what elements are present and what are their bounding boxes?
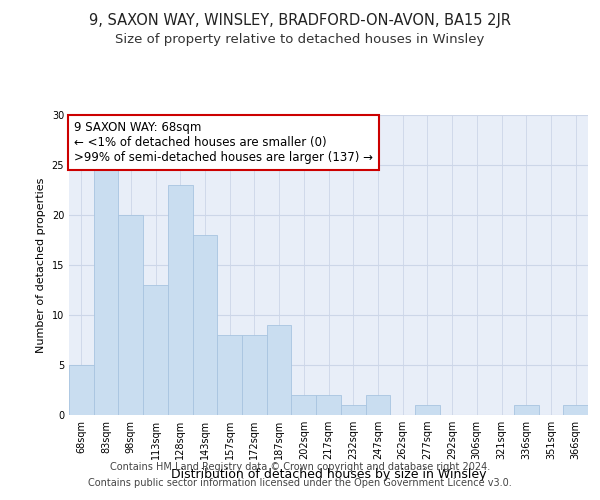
Bar — [365, 395, 390, 415]
Bar — [217, 335, 242, 415]
Bar — [292, 395, 316, 415]
Bar — [69, 365, 94, 415]
Text: Contains public sector information licensed under the Open Government Licence v3: Contains public sector information licen… — [88, 478, 512, 488]
Bar — [94, 165, 118, 415]
Y-axis label: Number of detached properties: Number of detached properties — [36, 178, 46, 352]
Bar — [168, 185, 193, 415]
Bar — [563, 405, 588, 415]
Bar — [143, 285, 168, 415]
Bar — [193, 235, 217, 415]
Text: 9 SAXON WAY: 68sqm
← <1% of detached houses are smaller (0)
>99% of semi-detache: 9 SAXON WAY: 68sqm ← <1% of detached hou… — [74, 121, 373, 164]
Bar — [118, 215, 143, 415]
X-axis label: Distribution of detached houses by size in Winsley: Distribution of detached houses by size … — [171, 468, 486, 480]
Bar — [415, 405, 440, 415]
Bar — [316, 395, 341, 415]
Bar — [341, 405, 365, 415]
Bar — [242, 335, 267, 415]
Text: 9, SAXON WAY, WINSLEY, BRADFORD-ON-AVON, BA15 2JR: 9, SAXON WAY, WINSLEY, BRADFORD-ON-AVON,… — [89, 12, 511, 28]
Bar — [267, 325, 292, 415]
Bar — [514, 405, 539, 415]
Text: Contains HM Land Registry data © Crown copyright and database right 2024.: Contains HM Land Registry data © Crown c… — [110, 462, 490, 472]
Text: Size of property relative to detached houses in Winsley: Size of property relative to detached ho… — [115, 32, 485, 46]
